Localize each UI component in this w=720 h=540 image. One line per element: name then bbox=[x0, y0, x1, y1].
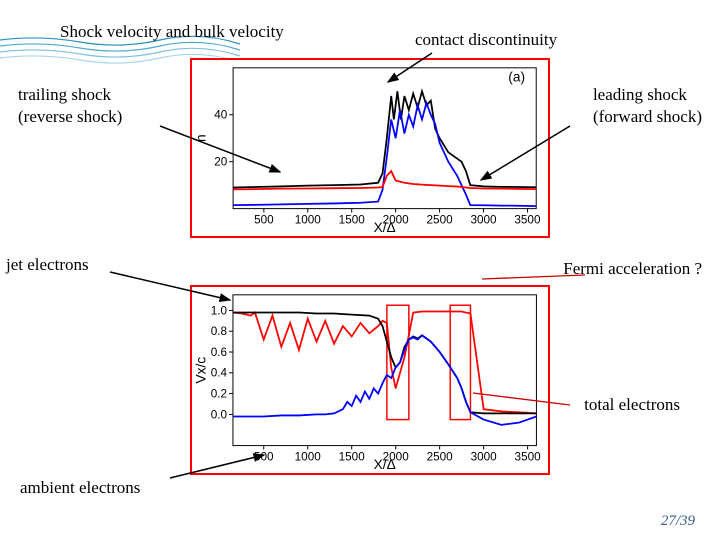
svg-text:1000: 1000 bbox=[295, 450, 322, 463]
svg-text:n: n bbox=[194, 134, 209, 142]
svg-text:3500: 3500 bbox=[515, 450, 542, 463]
label-trailing: trailing shock (reverse shock) bbox=[18, 84, 122, 128]
chart-bottom: 5001000150020002500300035000.00.20.40.60… bbox=[190, 285, 550, 475]
svg-text:3000: 3000 bbox=[471, 450, 498, 463]
svg-text:3500: 3500 bbox=[514, 213, 541, 226]
svg-text:20: 20 bbox=[214, 156, 228, 169]
label-leading: leading shock (forward shock) bbox=[593, 84, 702, 128]
svg-text:X/Δ: X/Δ bbox=[374, 457, 396, 472]
title-main: Shock velocity and bulk velocity bbox=[60, 22, 284, 42]
svg-text:0.4: 0.4 bbox=[211, 367, 228, 380]
label-trailing-line2: (reverse shock) bbox=[18, 107, 122, 126]
svg-text:(a): (a) bbox=[508, 70, 525, 85]
svg-text:1500: 1500 bbox=[339, 450, 366, 463]
svg-text:1.0: 1.0 bbox=[211, 304, 228, 317]
chart-top: 5001000150020002500300035002040X/Δn(a) bbox=[190, 58, 550, 238]
svg-text:0.0: 0.0 bbox=[211, 408, 228, 421]
label-fermi: Fermi acceleration ? bbox=[563, 259, 702, 279]
svg-text:1500: 1500 bbox=[339, 213, 366, 226]
svg-text:1000: 1000 bbox=[295, 213, 322, 226]
label-ambient: ambient electrons bbox=[20, 478, 140, 498]
label-contact: contact discontinuity bbox=[415, 30, 557, 50]
svg-text:0.2: 0.2 bbox=[211, 388, 227, 401]
svg-text:0.6: 0.6 bbox=[211, 346, 228, 359]
svg-text:2500: 2500 bbox=[427, 450, 454, 463]
label-jet: jet electrons bbox=[6, 255, 89, 275]
svg-text:2500: 2500 bbox=[427, 213, 454, 226]
svg-text:3000: 3000 bbox=[470, 213, 497, 226]
svg-text:500: 500 bbox=[254, 450, 274, 463]
svg-text:0.8: 0.8 bbox=[211, 325, 228, 338]
label-leading-line2: (forward shock) bbox=[593, 107, 702, 126]
svg-text:Vx/c: Vx/c bbox=[194, 357, 209, 384]
page-number: 27/39 bbox=[661, 513, 695, 530]
label-leading-line1: leading shock bbox=[593, 85, 687, 104]
svg-text:500: 500 bbox=[254, 213, 274, 226]
svg-text:X/Δ: X/Δ bbox=[374, 220, 396, 235]
label-total: total electrons bbox=[584, 395, 680, 415]
label-trailing-line1: trailing shock bbox=[18, 85, 111, 104]
svg-text:40: 40 bbox=[214, 109, 228, 122]
